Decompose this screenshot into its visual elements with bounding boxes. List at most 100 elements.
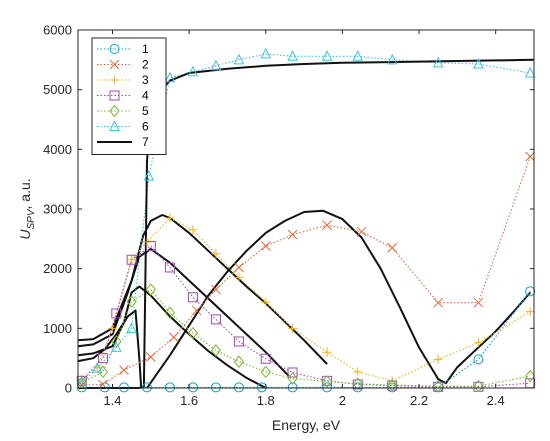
series-6-point — [260, 47, 272, 59]
series-3-point — [127, 255, 137, 265]
legend: 1 23 45 67 — [91, 37, 167, 155]
series-4-point — [210, 314, 221, 325]
series-4-point — [260, 353, 271, 364]
y-axis-label-suffix: , a.u. — [17, 178, 33, 209]
series-2-point — [211, 284, 221, 295]
series-1-point — [256, 382, 267, 393]
series-5-point — [321, 375, 333, 388]
series-4-point — [126, 254, 137, 265]
series-line-4 — [81, 245, 531, 388]
series-5-point — [187, 326, 199, 340]
series-5-point — [145, 283, 156, 296]
legend-marker-1 — [109, 44, 120, 54]
series-3-point — [433, 354, 443, 364]
series-2-point — [433, 297, 444, 308]
legend-marker-3 — [110, 75, 119, 85]
series-1-point — [287, 382, 298, 393]
y-tick-label: 3000 — [43, 202, 72, 217]
legend-marker-2 — [109, 59, 120, 70]
series-1-point — [322, 382, 333, 393]
y-axis-label-main: U — [17, 229, 33, 240]
series-5-point — [111, 335, 122, 348]
series-line-2 — [81, 156, 531, 386]
series-5-point — [233, 355, 245, 369]
series-6-point — [164, 71, 176, 83]
series-1-point — [473, 354, 484, 365]
series-5-point — [287, 372, 298, 385]
series-6-point — [91, 362, 103, 373]
series-5-point — [260, 365, 271, 379]
series-2-point — [287, 229, 298, 240]
legend-marker-6 — [109, 120, 120, 131]
y-tick-label: 1000 — [43, 321, 72, 336]
series-6-point — [473, 57, 484, 69]
x-axis-label: Energy, eV — [272, 417, 341, 433]
legend-box — [91, 37, 167, 155]
series-2-point — [525, 151, 536, 162]
series-2-point — [119, 365, 129, 375]
series-6-point — [524, 66, 536, 78]
series-6-point — [432, 56, 444, 68]
series-3-point — [211, 249, 221, 259]
series-5-point — [97, 365, 109, 379]
legend-label-2: 2 — [142, 58, 149, 72]
series-3-point — [288, 323, 298, 333]
series-6-point — [321, 50, 333, 61]
series-3-point — [473, 338, 483, 348]
x-tick-label: 1.4 — [103, 393, 121, 408]
series-5-point — [352, 377, 363, 391]
series-3-point — [234, 273, 244, 283]
series-5-point — [387, 378, 398, 392]
y-tick-label: 0 — [65, 381, 72, 396]
x-tick-label: 1.6 — [180, 393, 198, 408]
x-tick-label: 1.8 — [257, 393, 275, 408]
series-1-point — [233, 382, 244, 393]
series-2-point — [387, 242, 398, 253]
series-6-point — [386, 53, 398, 65]
y-tick-label: 6000 — [43, 23, 72, 38]
series-1-point — [187, 382, 198, 393]
series-2-point — [98, 379, 108, 390]
series-3-point — [261, 297, 271, 307]
series-6-point — [233, 53, 245, 65]
series-2-point — [356, 226, 367, 237]
series-3-point — [107, 323, 117, 333]
series-6-point — [210, 59, 222, 71]
legend-label-3: 3 — [142, 73, 149, 87]
series-line-6 — [81, 53, 531, 384]
y-tick-label: 4000 — [43, 142, 72, 157]
series-3-point — [353, 367, 363, 377]
y-axis-label: USPV, a.u. — [17, 178, 37, 239]
series-5-point — [164, 306, 176, 320]
tick-layer: 1.4 1.6 1.8 2 2.2 2.4 0 1000 2000 3000 4000 5000 600… — [43, 23, 534, 408]
legend-marker-4 — [109, 90, 120, 101]
series-1-point — [210, 382, 221, 393]
series-4-point — [145, 240, 156, 251]
series-6-point — [126, 322, 137, 333]
series-1-point — [118, 382, 129, 393]
series-3-point — [525, 307, 535, 317]
legend-label-4: 4 — [142, 89, 149, 103]
legend-label-5: 5 — [142, 104, 149, 118]
y-axis-label-sub: SPV — [26, 208, 37, 229]
marker-layer — [76, 47, 536, 393]
series-5-point — [126, 295, 137, 308]
series-4-point — [97, 353, 108, 364]
legend-label-1: 1 — [142, 42, 149, 56]
series-2-point — [322, 220, 332, 230]
series-2-point — [145, 352, 156, 362]
series-4-point — [187, 292, 198, 303]
series-1-point — [164, 382, 175, 393]
series-6-point — [352, 50, 364, 61]
series-1-point — [141, 382, 152, 393]
series-3-point — [165, 213, 175, 223]
x-tick-label: 2 — [339, 393, 346, 408]
series-5-point — [473, 379, 484, 393]
y-tick-label: 5000 — [43, 82, 72, 97]
series-6-point — [111, 341, 122, 352]
series-line-5 — [81, 289, 531, 387]
series-4-point — [233, 336, 244, 347]
legend-marker-5 — [109, 104, 120, 118]
x-tick-label: 2.4 — [487, 393, 505, 408]
series-2-point — [191, 305, 202, 316]
